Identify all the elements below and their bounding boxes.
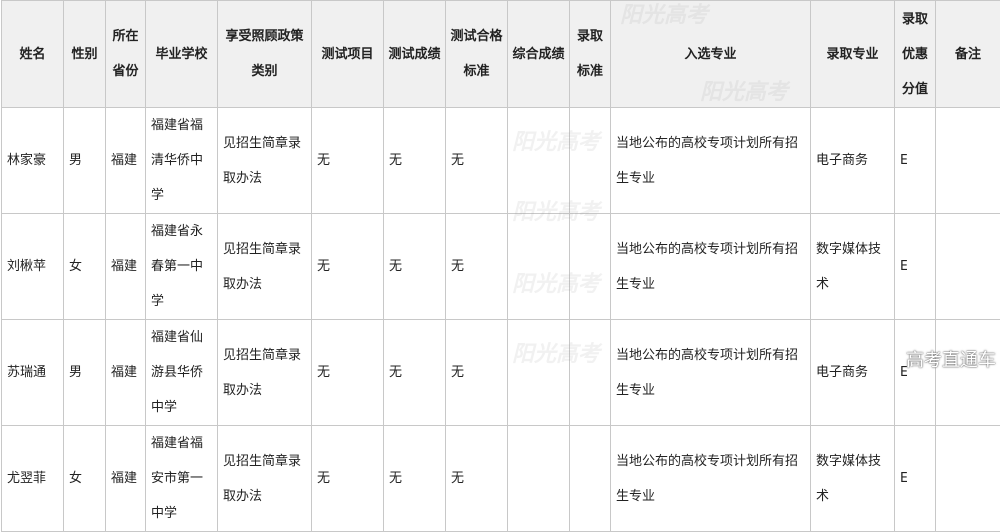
table-cell: 福建省福安市第一中学 [146,426,218,532]
table-cell: 无 [384,320,446,426]
brand-watermark: 高考直通车 [906,350,996,372]
table-cell: 福建 [106,426,146,532]
table-cell: 无 [312,108,384,214]
table-cell: 福建 [106,214,146,320]
table-cell: 福建省仙游县华侨中学 [146,320,218,426]
table-cell: 无 [446,108,508,214]
table-cell: 福建省永春第一中学 [146,214,218,320]
table-cell: 男 [64,108,106,214]
table-cell [570,214,611,320]
table-cell [508,426,570,532]
table-row: 尤翌菲女福建福建省福安市第一中学见招生简章录取办法无无无当地公布的高校专项计划所… [2,426,1000,532]
table-cell: 见招生简章录取办法 [218,214,312,320]
table-cell: 当地公布的高校专项计划所有招生专业 [611,214,811,320]
table-cell [936,108,1000,214]
table-cell: 刘楸苹 [2,214,64,320]
table-cell: E [895,320,936,426]
table-cell: 电子商务 [811,108,895,214]
table-cell: 当地公布的高校专项计划所有招生专业 [611,320,811,426]
table-row: 刘楸苹女福建福建省永春第一中学见招生简章录取办法无无无当地公布的高校专项计划所有… [2,214,1000,320]
table-cell [570,426,611,532]
table-cell: 当地公布的高校专项计划所有招生专业 [611,108,811,214]
table-cell: 尤翌菲 [2,426,64,532]
table-row: 苏瑞通男福建福建省仙游县华侨中学见招生简章录取办法无无无当地公布的高校专项计划所… [2,320,1000,426]
table-cell [508,108,570,214]
header-row: 姓名性别所在省份毕业学校享受照顾政策类别测试项目测试成绩测试合格标准综合成绩录取… [2,1,1000,108]
table-cell: 见招生简章录取办法 [218,426,312,532]
column-header: 毕业学校 [146,1,218,108]
table-cell [936,320,1000,426]
column-header: 性别 [64,1,106,108]
column-header: 入选专业 [611,1,811,108]
table-cell: 女 [64,214,106,320]
column-header: 测试成绩 [384,1,446,108]
table-cell: 福建省福清华侨中学 [146,108,218,214]
table-cell: 无 [384,108,446,214]
table-cell: 无 [312,320,384,426]
table-cell: E [895,214,936,320]
table-cell: 数字媒体技术 [811,426,895,532]
column-header: 姓名 [2,1,64,108]
table-cell: 男 [64,320,106,426]
table-cell: 见招生简章录取办法 [218,320,312,426]
table-cell: E [895,108,936,214]
table-cell: 无 [312,426,384,532]
table-cell: 无 [446,320,508,426]
table-cell [508,320,570,426]
table-cell: 福建 [106,320,146,426]
column-header: 录取优惠分值 [895,1,936,108]
column-header: 享受照顾政策类别 [218,1,312,108]
table-cell: 无 [446,214,508,320]
column-header: 录取标准 [570,1,611,108]
table-cell: 无 [312,214,384,320]
table-cell: E [895,426,936,532]
column-header: 备注 [936,1,1000,108]
table-row: 林家豪男福建福建省福清华侨中学见招生简章录取办法无无无当地公布的高校专项计划所有… [2,108,1000,214]
table-cell [936,214,1000,320]
table-cell: 苏瑞通 [2,320,64,426]
table-cell: 当地公布的高校专项计划所有招生专业 [611,426,811,532]
table-cell: 无 [384,214,446,320]
column-header: 所在省份 [106,1,146,108]
table-cell [936,426,1000,532]
column-header: 综合成绩 [508,1,570,108]
column-header: 录取专业 [811,1,895,108]
table-cell: 电子商务 [811,320,895,426]
table-cell: 数字媒体技术 [811,214,895,320]
table-cell [570,108,611,214]
table-cell: 无 [384,426,446,532]
column-header: 测试项目 [312,1,384,108]
table-cell: 见招生简章录取办法 [218,108,312,214]
table-cell [508,214,570,320]
column-header: 测试合格标准 [446,1,508,108]
table-cell: 无 [446,426,508,532]
table-cell: 女 [64,426,106,532]
table-cell: 福建 [106,108,146,214]
table-cell [570,320,611,426]
table-cell: 林家豪 [2,108,64,214]
